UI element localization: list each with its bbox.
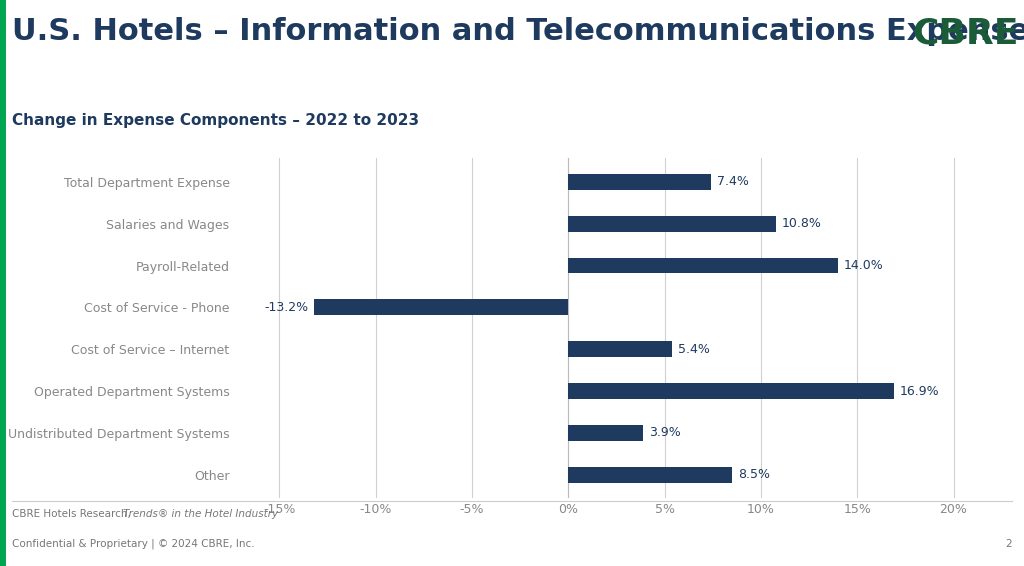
Text: 7.4%: 7.4% xyxy=(717,175,749,188)
Text: U.S. Hotels – Information and Telecommunications Expense: U.S. Hotels – Information and Telecommun… xyxy=(12,17,1024,46)
Text: 5.4%: 5.4% xyxy=(678,342,710,355)
Text: Confidential & Proprietary | © 2024 CBRE, Inc.: Confidential & Proprietary | © 2024 CBRE… xyxy=(12,539,255,550)
Text: Trends® in the Hotel Industry: Trends® in the Hotel Industry xyxy=(123,509,278,520)
Bar xyxy=(568,174,711,190)
Text: 16.9%: 16.9% xyxy=(899,384,939,397)
Text: 10.8%: 10.8% xyxy=(782,217,822,230)
Text: 2: 2 xyxy=(1006,539,1012,549)
Bar xyxy=(313,299,568,315)
Text: 3.9%: 3.9% xyxy=(649,426,681,439)
Bar xyxy=(568,258,838,273)
Bar xyxy=(568,383,894,399)
Text: 14.0%: 14.0% xyxy=(844,259,884,272)
Bar xyxy=(568,216,776,231)
Text: -13.2%: -13.2% xyxy=(264,301,308,314)
Text: CBRE: CBRE xyxy=(912,17,1019,51)
Bar xyxy=(568,341,672,357)
Text: CBRE Hotels Research,: CBRE Hotels Research, xyxy=(12,509,134,520)
Text: Change in Expense Components – 2022 to 2023: Change in Expense Components – 2022 to 2… xyxy=(12,113,420,128)
Bar xyxy=(568,425,643,441)
Text: 8.5%: 8.5% xyxy=(737,468,770,481)
Bar xyxy=(568,467,732,483)
